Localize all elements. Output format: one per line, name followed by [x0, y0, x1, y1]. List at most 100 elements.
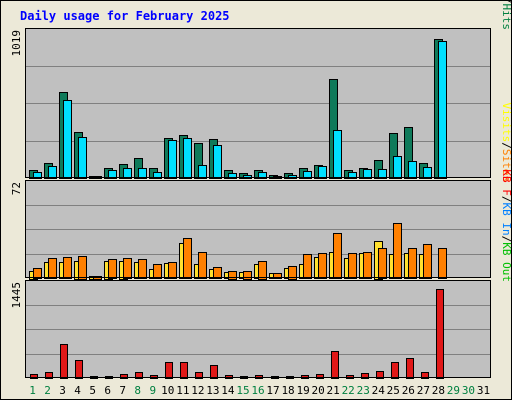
bar-sites-day-6 — [108, 259, 117, 279]
bar-sites-day-21 — [333, 233, 342, 279]
bar-kb-f-day-20 — [316, 374, 324, 379]
bar-pages-day-10 — [168, 140, 177, 179]
legend-entry: KB F — [500, 169, 512, 196]
bar-sites-day-22 — [348, 253, 357, 279]
bar-kb-f-day-23 — [361, 373, 369, 379]
bar-sites-day-20 — [318, 253, 327, 279]
bars-hits-files-pages — [29, 39, 447, 179]
legend-entry: Visits — [500, 103, 512, 143]
bar-sites-day-11 — [183, 238, 192, 279]
x-tick-label-day-24: 24 — [372, 384, 386, 397]
bar-kb-f-day-2 — [45, 372, 53, 379]
bar-kb-f-day-11 — [180, 362, 188, 379]
x-tick-label-day-11: 11 — [176, 384, 189, 397]
bar-pages-day-12 — [198, 165, 207, 179]
bars-visits-sites — [29, 223, 447, 280]
bar-kb-f-day-7 — [120, 374, 128, 379]
bar-pages-day-28 — [438, 41, 447, 179]
bar-pages-day-16 — [258, 172, 267, 179]
bar-sites-day-2 — [48, 258, 57, 279]
bar-kb-f-day-24 — [376, 371, 384, 379]
legend-entry: Sites — [500, 149, 512, 182]
bar-sites-day-26 — [408, 248, 417, 279]
bar-sites-day-16 — [258, 261, 267, 280]
x-tick-label-day-12: 12 — [191, 384, 204, 397]
bar-kb-f-day-12 — [195, 372, 203, 379]
bar-pages-day-7 — [123, 168, 132, 179]
bar-pages-day-20 — [318, 166, 327, 179]
bar-pages-day-25 — [393, 156, 402, 179]
plot-border — [25, 180, 491, 278]
x-tick-label-day-2: 2 — [44, 384, 51, 397]
legend-visits-sites: Visits/Sites — [500, 103, 512, 183]
plot-border — [25, 28, 491, 178]
x-tick-label-day-3: 3 — [59, 384, 66, 397]
x-tick-label-day-20: 20 — [312, 384, 325, 397]
bar-sites-day-7 — [123, 258, 132, 279]
legend-entry: / — [500, 236, 512, 243]
x-tick-label-day-5: 5 — [89, 384, 96, 397]
x-tick-label-day-13: 13 — [206, 384, 219, 397]
x-tick-label-day-30: 30 — [462, 384, 475, 397]
x-tick-label-day-4: 4 — [74, 384, 81, 397]
bar-pages-day-11 — [183, 138, 192, 179]
bar-sites-day-25 — [393, 223, 402, 279]
bar-kb-f-day-13 — [210, 365, 218, 379]
bar-sites-day-17 — [273, 273, 282, 279]
bar-sites-day-18 — [288, 266, 297, 280]
bar-sites-day-14 — [228, 271, 237, 280]
bar-kb-f-day-4 — [75, 360, 83, 379]
x-tick-label-day-27: 27 — [417, 384, 430, 397]
bar-pages-day-3 — [63, 100, 72, 179]
bar-pages-day-26 — [408, 161, 417, 179]
x-tick-label-day-22: 22 — [342, 384, 355, 397]
bar-kb-f-day-10 — [165, 362, 173, 379]
bar-pages-day-2 — [48, 166, 57, 179]
y-axis-max-label: 1445 — [10, 282, 23, 309]
bar-sites-day-23 — [363, 252, 372, 279]
x-tick-label-day-29: 29 — [447, 384, 460, 397]
bar-kb-f-day-26 — [406, 358, 414, 379]
x-tick-label-day-18: 18 — [281, 384, 294, 397]
x-tick-label-day-15: 15 — [236, 384, 249, 397]
bar-sites-day-13 — [213, 267, 222, 279]
bar-pages-day-9 — [153, 172, 162, 179]
bar-pages-day-23 — [363, 169, 372, 179]
x-tick-label-day-25: 25 — [387, 384, 400, 397]
bar-pages-day-14 — [228, 173, 237, 179]
bar-sites-day-19 — [303, 254, 312, 279]
bar-sites-day-10 — [168, 262, 177, 279]
x-tick-label-day-9: 9 — [149, 384, 156, 397]
x-tick-label-day-14: 14 — [221, 384, 235, 397]
x-tick-label-day-6: 6 — [104, 384, 111, 397]
bar-pages-day-21 — [333, 130, 342, 179]
bar-kb-f-day-1 — [30, 374, 38, 379]
bar-kb-f-day-21 — [331, 351, 339, 379]
bar-pages-day-22 — [348, 172, 357, 179]
bar-sites-day-12 — [198, 252, 207, 279]
bar-kb-f-day-8 — [135, 372, 143, 379]
panel-hits-files-pages: 1019 Pages/Files/Hits — [10, 0, 512, 179]
bar-sites-day-1 — [33, 268, 42, 279]
chart-title: Daily usage for February 2025 — [20, 9, 230, 23]
bar-kb-f-day-3 — [60, 344, 68, 379]
bar-sites-day-15 — [243, 271, 252, 280]
bar-pages-day-27 — [423, 167, 432, 179]
y-axis-max-label: 72 — [10, 182, 23, 195]
x-tick-label-day-31: 31 — [477, 384, 490, 397]
bar-sites-day-9 — [153, 264, 162, 279]
bar-kb-f-day-28 — [436, 289, 444, 379]
bar-kb-f-day-27 — [421, 372, 429, 379]
plot-border — [25, 280, 491, 378]
bar-sites-day-24 — [378, 248, 387, 279]
legend-entry: KB Out — [500, 242, 512, 282]
bar-sites-day-27 — [423, 244, 432, 279]
bar-pages-day-4 — [78, 137, 87, 179]
legend-entry: / — [500, 0, 512, 4]
x-tick-label-day-21: 21 — [327, 384, 340, 397]
x-tick-label-day-10: 10 — [161, 384, 174, 397]
chart-panels: 1019Pages/Files/Hits72Visits/Sites1445KB… — [10, 0, 512, 379]
